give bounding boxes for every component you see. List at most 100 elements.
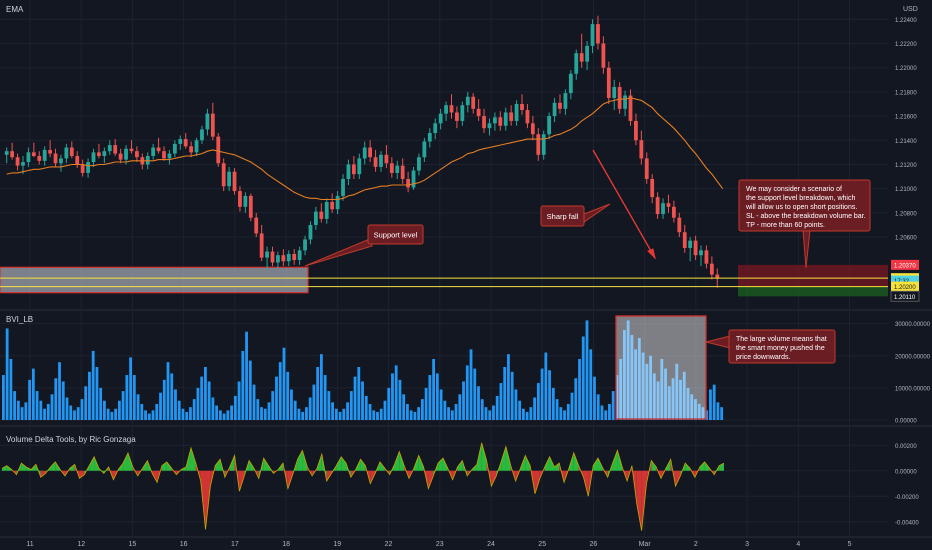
candle-body[interactable] <box>688 240 693 248</box>
volume-bar[interactable] <box>346 402 349 420</box>
volume-bar[interactable] <box>267 402 271 420</box>
candle-body[interactable] <box>189 146 194 153</box>
candle-body[interactable] <box>183 139 188 147</box>
volume-bar[interactable] <box>432 358 436 420</box>
large-volume-highlight[interactable] <box>615 315 707 420</box>
volume-bar[interactable] <box>652 373 656 420</box>
candle-body[interactable] <box>319 211 324 219</box>
candle-body[interactable] <box>384 154 389 164</box>
candle-body[interactable] <box>281 255 286 262</box>
volume-bar[interactable] <box>510 371 514 420</box>
candle-body[interactable] <box>276 255 280 263</box>
volume-bar[interactable] <box>215 405 219 420</box>
volume-bar[interactable] <box>533 397 537 420</box>
volume-bar[interactable] <box>338 411 342 420</box>
candle-body[interactable] <box>498 117 503 126</box>
volume-bar[interactable] <box>447 407 450 420</box>
candle-body[interactable] <box>368 147 373 158</box>
candle-body[interactable] <box>200 129 204 141</box>
candle-body[interactable] <box>162 151 166 159</box>
volume-bar[interactable] <box>585 320 589 420</box>
volume-bar[interactable] <box>477 386 480 420</box>
volume-bar[interactable] <box>114 408 118 420</box>
candle-body[interactable] <box>254 217 259 234</box>
candle-body[interactable] <box>406 178 411 188</box>
candle-body[interactable] <box>129 148 134 152</box>
stop-loss-zone[interactable] <box>738 264 888 287</box>
candle-body[interactable] <box>297 250 302 261</box>
volume-bar[interactable] <box>559 407 563 420</box>
volume-bar[interactable] <box>297 408 301 420</box>
volume-bar[interactable] <box>555 399 559 420</box>
volume-bar[interactable] <box>159 392 162 420</box>
candle-body[interactable] <box>492 117 497 124</box>
volume-bar[interactable] <box>660 358 664 420</box>
volume-bar[interactable] <box>61 381 65 420</box>
candle-body[interactable] <box>655 197 660 215</box>
volume-bar[interactable] <box>117 400 121 420</box>
volume-bar[interactable] <box>290 389 293 420</box>
volume-bar[interactable] <box>406 403 409 420</box>
candle-body[interactable] <box>438 113 443 124</box>
volume-bar[interactable] <box>611 391 615 420</box>
candle-body[interactable] <box>699 250 703 256</box>
volume-bar[interactable] <box>334 408 338 420</box>
candle-body[interactable] <box>167 153 172 159</box>
volume-bar[interactable] <box>166 362 170 420</box>
volume-bar[interactable] <box>626 320 630 420</box>
volume-bar[interactable] <box>245 331 248 420</box>
candle-body[interactable] <box>568 73 573 94</box>
candle-body[interactable] <box>80 164 85 173</box>
volume-bar[interactable] <box>409 410 413 420</box>
candle-body[interactable] <box>471 96 476 109</box>
candle-body[interactable] <box>178 139 183 144</box>
candle-body[interactable] <box>265 251 269 258</box>
volume-bar[interactable] <box>574 378 578 420</box>
volume-bar[interactable] <box>226 410 230 420</box>
volume-bar[interactable] <box>237 381 241 420</box>
volume-bar[interactable] <box>417 407 421 420</box>
volume-bar[interactable] <box>136 394 140 420</box>
candle-body[interactable] <box>145 156 150 165</box>
volume-bar[interactable] <box>50 394 54 420</box>
candle-body[interactable] <box>639 140 644 159</box>
volume-bar[interactable] <box>413 411 417 420</box>
volume-bar[interactable] <box>548 370 551 420</box>
volume-bar[interactable] <box>682 371 686 420</box>
volume-bar[interactable] <box>536 383 540 420</box>
candle-body[interactable] <box>134 151 139 158</box>
volume-bar[interactable] <box>364 395 368 420</box>
volume-bar[interactable] <box>615 375 619 420</box>
volume-bar[interactable] <box>248 360 252 420</box>
volume-bar[interactable] <box>177 400 181 420</box>
volume-bar[interactable] <box>342 408 346 420</box>
candle-body[interactable] <box>661 203 665 215</box>
volume-bar[interactable] <box>46 403 50 420</box>
candle-body[interactable] <box>411 170 416 188</box>
volume-bar[interactable] <box>95 367 99 420</box>
volume-bar[interactable] <box>551 387 555 420</box>
volume-bar[interactable] <box>20 407 24 420</box>
volume-bar[interactable] <box>76 407 80 420</box>
volume-bar[interactable] <box>619 358 623 420</box>
volume-bar[interactable] <box>387 387 391 420</box>
volume-bar[interactable] <box>121 391 125 420</box>
volume-bar[interactable] <box>712 384 716 420</box>
volume-callout[interactable] <box>728 329 836 364</box>
candle-body[interactable] <box>389 163 394 173</box>
support-zone-box[interactable] <box>0 266 309 294</box>
candle-body[interactable] <box>330 201 335 210</box>
volume-bar[interactable] <box>99 387 103 420</box>
volume-bar[interactable] <box>637 338 641 420</box>
candle-body[interactable] <box>270 251 275 263</box>
volume-bar[interactable] <box>5 328 9 420</box>
volume-bar[interactable] <box>84 386 88 420</box>
volume-bar[interactable] <box>65 397 69 420</box>
volume-bar[interactable] <box>716 402 720 420</box>
volume-bar[interactable] <box>424 387 428 420</box>
volume-bar[interactable] <box>664 368 667 420</box>
volume-bar[interactable] <box>286 371 290 420</box>
volume-bar[interactable] <box>43 408 46 420</box>
candle-body[interactable] <box>238 191 242 207</box>
candle-body[interactable] <box>585 45 590 62</box>
